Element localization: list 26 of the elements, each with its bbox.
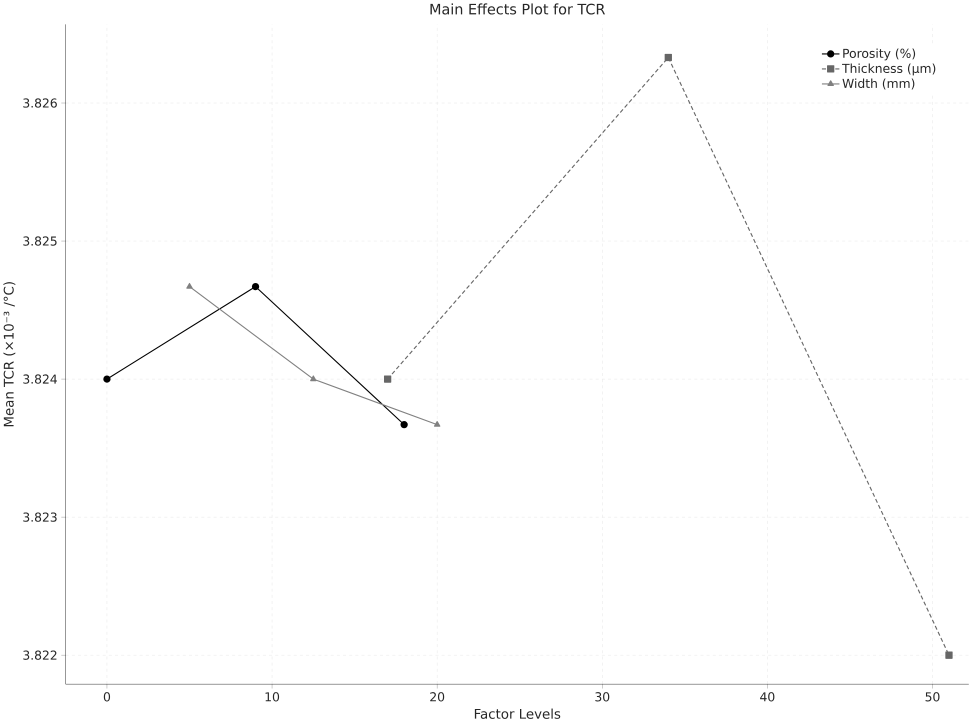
point: [252, 282, 260, 290]
legend-label: Thickness (µm): [842, 63, 936, 76]
point: [186, 282, 193, 289]
x-tick-label: 40: [760, 692, 774, 702]
legend-label: Width (mm): [842, 78, 914, 90]
y-tick-label: 3.826: [23, 98, 57, 108]
point: [310, 375, 317, 382]
y-axis-title: Mean TCR (×10⁻³ /°C): [3, 282, 16, 426]
point: [664, 54, 672, 61]
point: [434, 420, 440, 427]
point: [103, 375, 111, 383]
x-tick-label: 30: [595, 692, 610, 702]
point: [400, 420, 408, 428]
x-axis-title: Factor Levels: [474, 708, 560, 719]
x-tick-label: 50: [926, 692, 940, 702]
x-tick-label: 10: [266, 692, 280, 702]
legend-label: Porosity (%): [843, 48, 916, 60]
point: [945, 651, 953, 659]
point: [384, 375, 392, 383]
x-tick-label: 0: [104, 692, 110, 702]
x-tick-label: 20: [430, 692, 444, 702]
y-tick-label: 3.822: [23, 650, 56, 660]
chart-title: Main Effects Plot for TCR: [430, 3, 606, 14]
y-tick-label: 3.824: [23, 374, 57, 384]
y-tick-label: 3.823: [23, 512, 57, 522]
y-tick-label: 3.825: [23, 236, 57, 246]
